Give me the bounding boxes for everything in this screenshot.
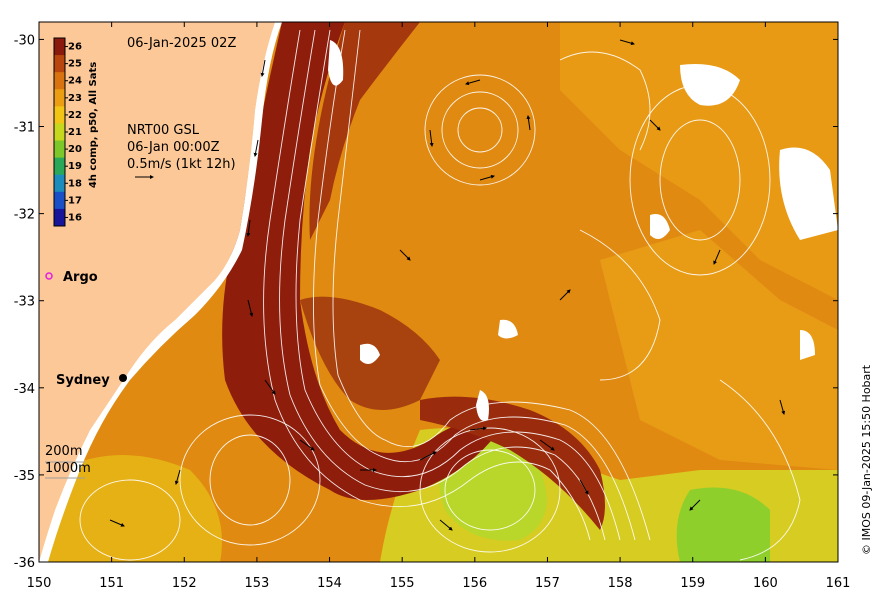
map-timestamp: 06-Jan-2025 02Z xyxy=(127,36,236,51)
lon-tick-label: 152 xyxy=(172,576,197,591)
lat-tick-label: -34 xyxy=(14,382,35,397)
lon-tick-label: 159 xyxy=(680,576,705,591)
lon-tick-label: 157 xyxy=(535,576,560,591)
map-plot-area xyxy=(39,22,838,562)
current-vectors xyxy=(109,39,786,531)
warm-patch-east xyxy=(560,22,838,300)
colorbar-title: 4h comp, p50, All Sats xyxy=(88,62,99,188)
product-name: NRT00 GSL xyxy=(127,123,200,138)
sydney-marker xyxy=(119,374,127,382)
vector-scale-label: 0.5m/s (1kt 12h) xyxy=(127,157,236,172)
colorbar-swatch xyxy=(54,89,65,107)
colorbar-label: 19 xyxy=(68,161,82,172)
colorbar-swatch xyxy=(54,55,65,73)
cloud-1 xyxy=(680,64,740,106)
lon-tick-label: 156 xyxy=(462,576,487,591)
eddy-rim xyxy=(420,396,605,530)
cloud-4 xyxy=(498,319,518,339)
colorbar-swatch xyxy=(54,157,65,176)
cloud-7 xyxy=(360,343,380,364)
colorbar-frame xyxy=(53,37,66,227)
depth-1000-label: 1000m xyxy=(45,461,91,476)
east-australian-current xyxy=(222,22,500,500)
coastal-cloud-mask xyxy=(39,22,282,562)
lon-tick-label: 151 xyxy=(99,576,124,591)
colorbar-label: 23 xyxy=(68,93,82,104)
imos-credit: © IMOS 09-Jan-2025 15:50 Hobart xyxy=(860,364,873,555)
warm-patch-southeast xyxy=(600,230,838,470)
colorbar-swatch xyxy=(54,191,65,210)
lat-tick-label: -33 xyxy=(14,295,35,310)
lat-tick-label: -30 xyxy=(14,33,35,48)
argo-marker xyxy=(45,272,53,280)
colorbar-swatch xyxy=(54,72,65,90)
colorbar-swatch xyxy=(54,174,65,193)
lon-tick-label: 160 xyxy=(753,576,778,591)
longitude-axis: 150 151 152 153 154 155 156 157 158 159 160 161 xyxy=(27,22,851,591)
colorbar-label: 25 xyxy=(68,59,82,70)
sydney-label: Sydney xyxy=(56,373,110,388)
lon-tick-label: 150 xyxy=(27,576,52,591)
colorbar-swatch xyxy=(54,38,65,56)
lat-tick-label: -32 xyxy=(14,208,35,223)
lat-tick-label: -36 xyxy=(14,556,35,571)
lon-tick-label: 158 xyxy=(608,576,633,591)
colorbar-label: 24 xyxy=(68,76,82,87)
lon-tick-label: 154 xyxy=(317,576,342,591)
colorbar-label: 20 xyxy=(68,144,82,155)
cloud-2 xyxy=(779,147,838,240)
land-australia xyxy=(39,22,275,562)
lat-tick-label: -31 xyxy=(14,121,35,136)
gsl-contours xyxy=(79,29,801,561)
argo-label: Argo xyxy=(63,270,98,285)
product-time: 06-Jan 00:00Z xyxy=(127,140,220,155)
colorbar-label: 21 xyxy=(68,127,82,138)
depth-200-label: 200m xyxy=(45,444,82,459)
colorbar-label: 17 xyxy=(68,195,82,206)
lon-tick-label: 153 xyxy=(244,576,269,591)
colorbar-swatch xyxy=(54,106,65,124)
colorbar-label: 18 xyxy=(68,178,82,189)
colorbar-label: 22 xyxy=(68,110,82,121)
colorbar-label: 16 xyxy=(68,212,82,223)
colorbar-label: 26 xyxy=(68,42,82,53)
green-patch xyxy=(676,487,770,562)
lon-tick-label: 155 xyxy=(390,576,415,591)
lon-tick-label: 161 xyxy=(826,576,851,591)
colorbar: 26 25 24 23 22 21 20 19 18 17 16 xyxy=(53,37,82,227)
colorbar-swatch xyxy=(54,140,65,159)
colorbar-swatch xyxy=(54,123,65,142)
cloud-6 xyxy=(800,330,815,360)
plot-frame xyxy=(38,21,839,563)
cloud-3 xyxy=(650,214,670,239)
latitude-axis: -30 -31 -32 -33 -34 -35 -36 xyxy=(14,33,838,571)
colorbar-swatch xyxy=(54,208,65,227)
lat-tick-label: -35 xyxy=(14,469,35,484)
cloud-8 xyxy=(328,40,344,86)
